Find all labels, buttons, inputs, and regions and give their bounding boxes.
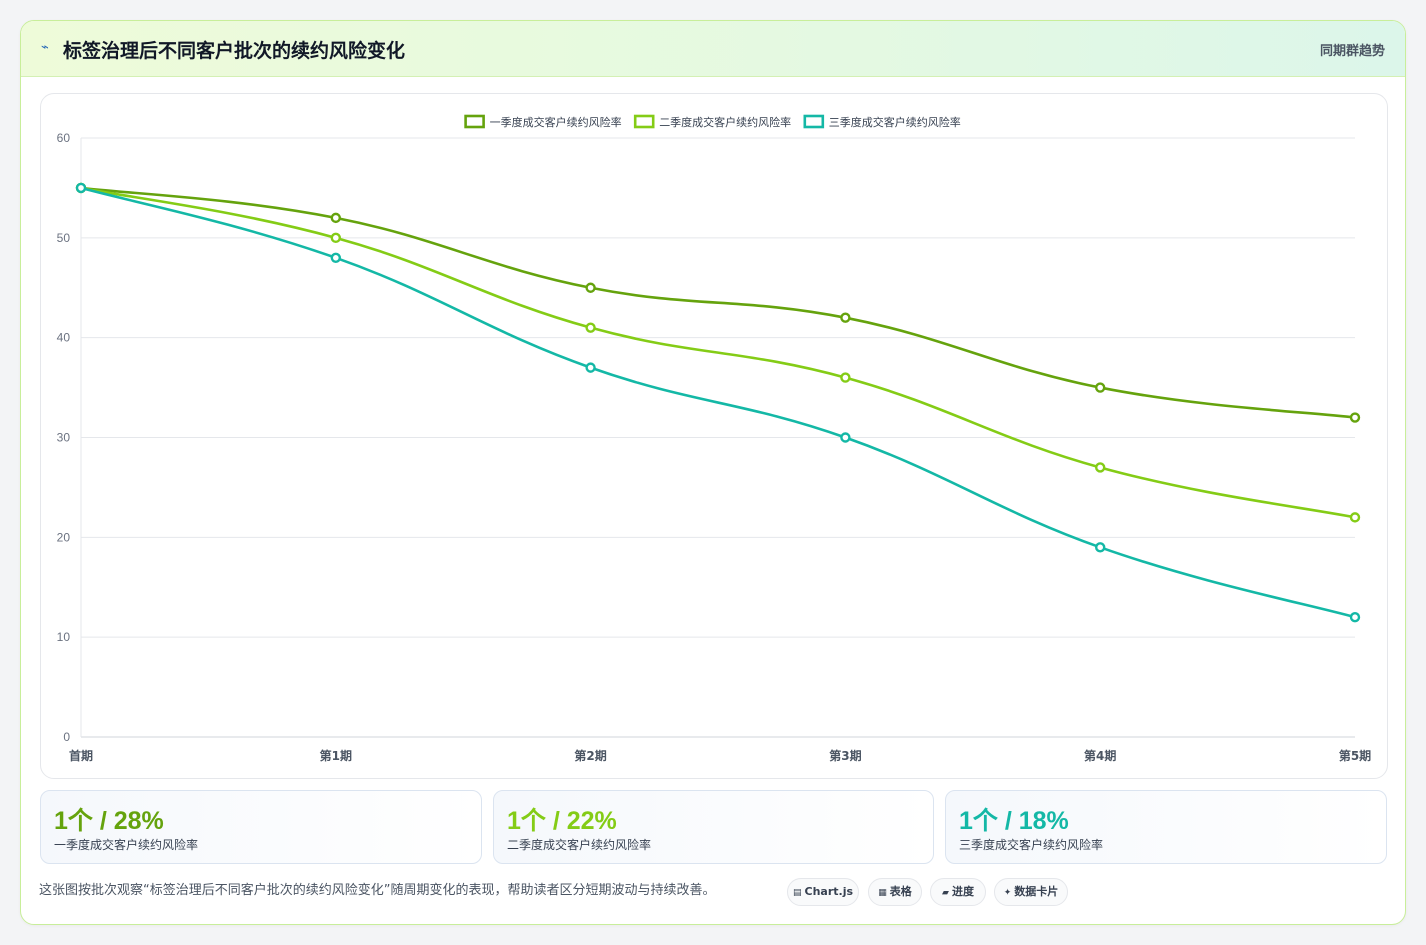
- y-tick-label: 10: [57, 630, 71, 644]
- series-line: [80, 186, 1356, 519]
- x-tick-label: 第2期: [574, 748, 606, 763]
- chip-progress[interactable]: ▰ 进度: [930, 878, 986, 906]
- x-tick-label: 第3期: [829, 748, 861, 763]
- x-tick-label: 第4期: [1084, 748, 1116, 763]
- data-point: [1349, 612, 1361, 623]
- series-line: [80, 186, 1356, 419]
- line-chart: 0 10 20 30 40 50 60 首期 第1期 第2期 第3期 第4期 第5期 一季度成交客户续约风…: [57, 114, 1371, 763]
- data-point: [1094, 542, 1106, 553]
- data-point: [840, 432, 851, 443]
- legend-swatch: [464, 114, 485, 129]
- y-tick-label: 20: [57, 530, 71, 544]
- legend-swatch: [633, 114, 655, 129]
- progress-icon: ▰: [942, 888, 949, 898]
- legend-label: 一季度成交客户续约风险率: [490, 115, 622, 129]
- chart-container: 0 10 20 30 40 50 60 首期 第1期 第2期 第3期 第4期 第5期 一季度成交客户续约风…: [40, 93, 1388, 779]
- x-tick-label: 第1期: [320, 748, 352, 763]
- stat-value: 1个 / 28%: [54, 807, 164, 835]
- stat-label: 三季度成交客户续约风险率: [959, 838, 1104, 852]
- legend-label: 三季度成交客户续约风险率: [829, 115, 961, 129]
- chart-line-icon: ⌁: [41, 40, 49, 55]
- data-point: [330, 252, 341, 264]
- y-tick-label: 60: [57, 131, 71, 145]
- data-point: [1094, 382, 1106, 393]
- chart-card: ⌁ 标签治理后不同客户批次的续约风险变化 同期群趋势 0 10 20 30 40 50 60…: [20, 20, 1406, 925]
- y-tick-label: 50: [57, 231, 71, 245]
- table-icon: ▦: [878, 888, 887, 898]
- data-point: [840, 372, 851, 383]
- chip-label: 数据卡片: [1014, 885, 1059, 898]
- y-tick-label: 30: [57, 431, 71, 445]
- data-point: [840, 312, 851, 323]
- y-tick-label: 0: [63, 730, 70, 744]
- legend-swatch: [803, 114, 825, 129]
- data-point: [585, 282, 596, 293]
- x-tick-label: 首期: [69, 748, 93, 763]
- card-header: ⌁ 标签治理后不同客户批次的续约风险变化 同期群趋势: [21, 21, 1405, 77]
- stat-value: 1个 / 22%: [507, 807, 617, 835]
- chip-label: 进度: [951, 885, 974, 898]
- data-point: [1349, 412, 1361, 423]
- data-point: [1094, 462, 1106, 473]
- chip-chartjs[interactable]: ▤ Chart.js: [787, 878, 859, 906]
- chip-label: 表格: [889, 885, 912, 898]
- data-point: [330, 232, 341, 244]
- sparkle-icon: ✦: [1003, 888, 1012, 898]
- stat-label: 二季度成交客户续约风险率: [507, 838, 652, 852]
- chart-footnote: 这张图按批次观察“标签治理后不同客户批次的续约风险变化”随周期变化的表现，帮助读…: [39, 883, 716, 898]
- card-title: 标签治理后不同客户批次的续约风险变化: [63, 40, 406, 62]
- data-point: [1349, 512, 1361, 523]
- stat-card-q2: 1个 / 22% 二季度成交客户续约风险率: [493, 790, 934, 864]
- chip-label: Chart.js: [804, 885, 854, 898]
- stat-value: 1个 / 18%: [959, 807, 1069, 835]
- data-point: [585, 322, 596, 333]
- chart-icon: ▤: [792, 888, 802, 898]
- legend-label: 二季度成交客户续约风险率: [659, 115, 791, 129]
- data-point: [75, 182, 87, 194]
- header-tag: 同期群趋势: [1319, 44, 1385, 59]
- chip-data-card[interactable]: ✦ 数据卡片: [994, 878, 1068, 906]
- series-line: [80, 186, 1356, 619]
- chip-table[interactable]: ▦ 表格: [868, 878, 922, 906]
- stat-card-q1: 1个 / 28% 一季度成交客户续约风险率: [40, 790, 482, 864]
- data-point: [330, 212, 341, 224]
- data-point: [585, 362, 596, 373]
- stat-card-q3: 1个 / 18% 三季度成交客户续约风险率: [945, 790, 1387, 864]
- x-tick-label: 第5期: [1339, 748, 1371, 763]
- y-tick-label: 40: [57, 331, 71, 345]
- stat-label: 一季度成交客户续约风险率: [54, 838, 199, 852]
